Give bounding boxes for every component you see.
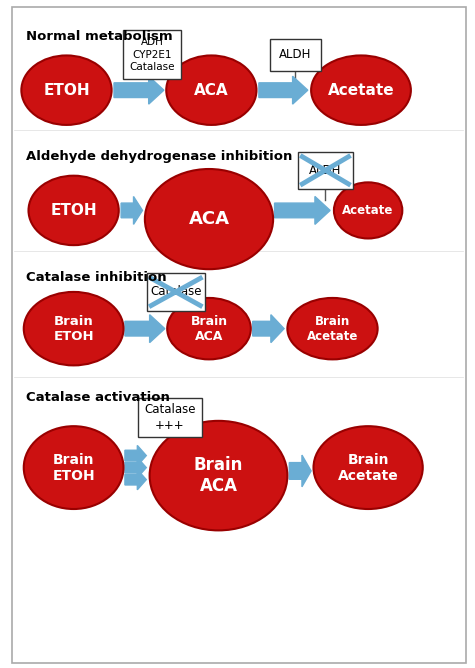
Ellipse shape [21, 55, 112, 125]
Text: ETOH: ETOH [50, 203, 97, 218]
FancyBboxPatch shape [298, 152, 353, 189]
Ellipse shape [311, 55, 411, 125]
FancyArrow shape [114, 76, 164, 104]
FancyArrow shape [125, 315, 165, 343]
Ellipse shape [334, 182, 402, 238]
Text: Brain
Acetate: Brain Acetate [307, 315, 358, 343]
Ellipse shape [145, 169, 273, 269]
Text: ACA: ACA [189, 210, 229, 228]
FancyArrow shape [125, 458, 146, 478]
Ellipse shape [24, 292, 124, 365]
Ellipse shape [28, 176, 119, 245]
Text: ETOH: ETOH [43, 83, 90, 98]
FancyBboxPatch shape [138, 398, 201, 437]
FancyArrow shape [253, 315, 284, 343]
Text: Brain
Acetate: Brain Acetate [338, 452, 399, 483]
FancyArrow shape [275, 196, 330, 224]
Text: Aldehyde dehydrogenase inhibition: Aldehyde dehydrogenase inhibition [26, 150, 293, 163]
Text: Catalase activation: Catalase activation [26, 391, 170, 403]
FancyBboxPatch shape [12, 7, 466, 663]
Text: Normal metabolism: Normal metabolism [26, 30, 173, 43]
Ellipse shape [24, 426, 124, 509]
Text: Acetate: Acetate [328, 83, 394, 98]
Text: ALDH: ALDH [309, 164, 342, 177]
Text: Brain
ACA: Brain ACA [190, 315, 228, 343]
Text: Catalase: Catalase [150, 285, 201, 299]
FancyBboxPatch shape [146, 273, 205, 311]
Ellipse shape [150, 421, 287, 530]
Text: Catalase
+++: Catalase +++ [144, 403, 196, 432]
Ellipse shape [287, 298, 378, 359]
Ellipse shape [167, 298, 251, 359]
Ellipse shape [314, 426, 423, 509]
Text: Catalase inhibition: Catalase inhibition [26, 271, 167, 283]
Text: ACA: ACA [194, 83, 228, 98]
Text: Acetate: Acetate [342, 204, 394, 217]
Text: ALDH: ALDH [279, 48, 312, 61]
FancyBboxPatch shape [123, 30, 181, 79]
Text: Brain
ETOH: Brain ETOH [53, 315, 94, 343]
Text: Brain
ETOH: Brain ETOH [52, 452, 95, 483]
Text: Brain
ACA: Brain ACA [194, 456, 243, 495]
FancyArrow shape [125, 470, 146, 490]
FancyArrow shape [289, 455, 311, 487]
FancyBboxPatch shape [270, 39, 321, 71]
FancyArrow shape [121, 196, 142, 224]
FancyArrow shape [259, 76, 308, 104]
Text: ADH
CYP2E1
Catalase: ADH CYP2E1 Catalase [129, 37, 175, 72]
FancyArrow shape [125, 446, 146, 466]
Ellipse shape [166, 55, 256, 125]
